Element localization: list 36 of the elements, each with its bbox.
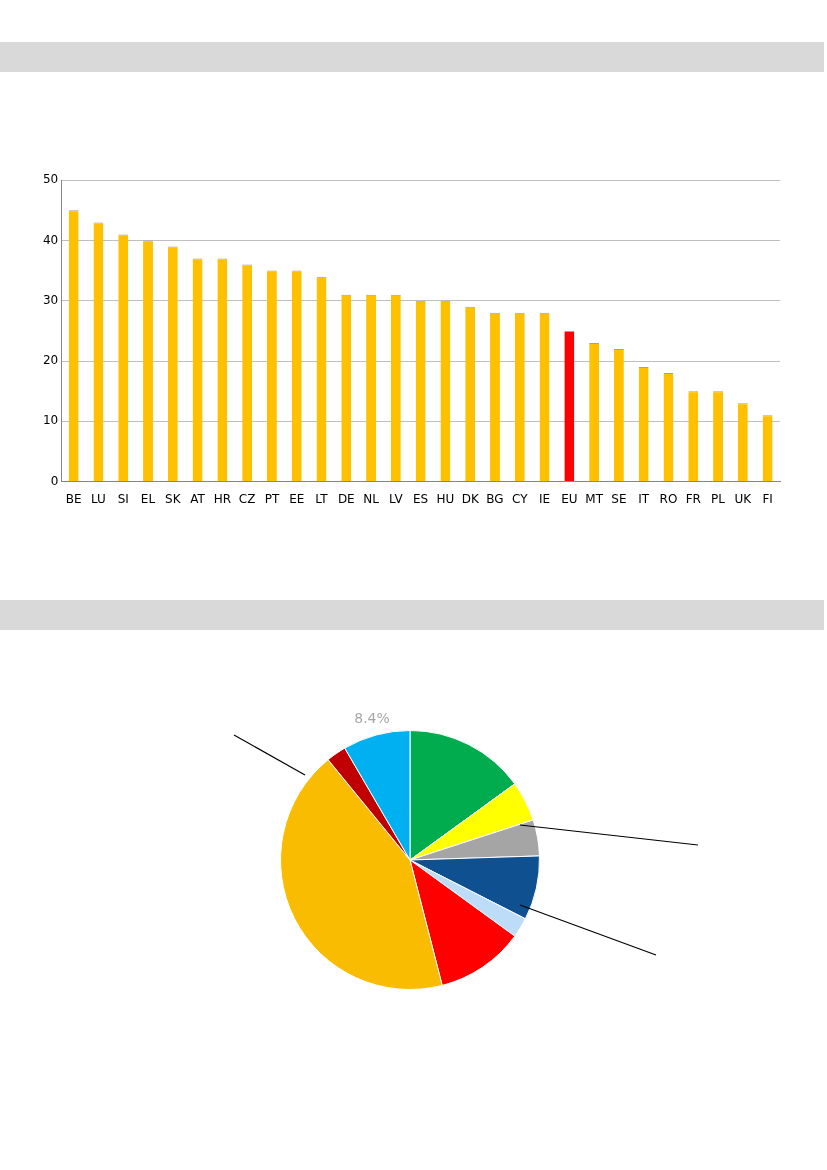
x-tick-label: ES bbox=[413, 491, 429, 506]
x-tick-label: IT bbox=[638, 491, 650, 506]
x-tick-label: DE bbox=[337, 491, 355, 506]
y-tick-label: 50 bbox=[42, 172, 59, 187]
x-tick-label: PL bbox=[711, 491, 726, 506]
x-tick-label: SI bbox=[117, 491, 129, 506]
x-tick-label: AT bbox=[190, 491, 206, 506]
y-tick-label: 0 bbox=[50, 473, 59, 488]
x-tick-label: FR bbox=[685, 491, 701, 506]
x-tick-label: HU bbox=[436, 491, 455, 506]
y-tick-label: 30 bbox=[42, 292, 59, 307]
x-tick-label: EL bbox=[140, 491, 156, 506]
x-tick-label: LV bbox=[389, 491, 404, 506]
x-tick-label: NL bbox=[363, 491, 380, 506]
x-tick-label: CZ bbox=[238, 491, 256, 506]
x-tick-label: SK bbox=[165, 491, 182, 506]
x-tick-label: LT bbox=[315, 491, 329, 506]
y-tick-label: 20 bbox=[42, 353, 59, 368]
x-tick-label: SE bbox=[611, 491, 627, 506]
x-tick-label: BE bbox=[65, 491, 82, 506]
x-tick-label: FI bbox=[762, 491, 773, 506]
x-tick-label: RO bbox=[659, 491, 678, 506]
x-tick-label: CY bbox=[512, 491, 529, 506]
data-label: 8.4% bbox=[354, 710, 390, 727]
x-tick-label: DK bbox=[461, 491, 480, 506]
x-tick-label: BG bbox=[486, 491, 504, 506]
x-tick-label: HR bbox=[213, 491, 232, 506]
y-tick-label: 40 bbox=[42, 232, 59, 247]
x-tick-label: PT bbox=[264, 491, 280, 506]
x-tick-label: EU bbox=[561, 491, 578, 506]
y-tick-label: 10 bbox=[42, 413, 59, 428]
x-tick-label: LU bbox=[91, 491, 106, 506]
x-tick-label: EE bbox=[289, 491, 305, 506]
x-tick-label: MT bbox=[585, 491, 604, 506]
x-tick-label: IE bbox=[538, 491, 551, 506]
x-tick-label: UK bbox=[734, 491, 753, 506]
